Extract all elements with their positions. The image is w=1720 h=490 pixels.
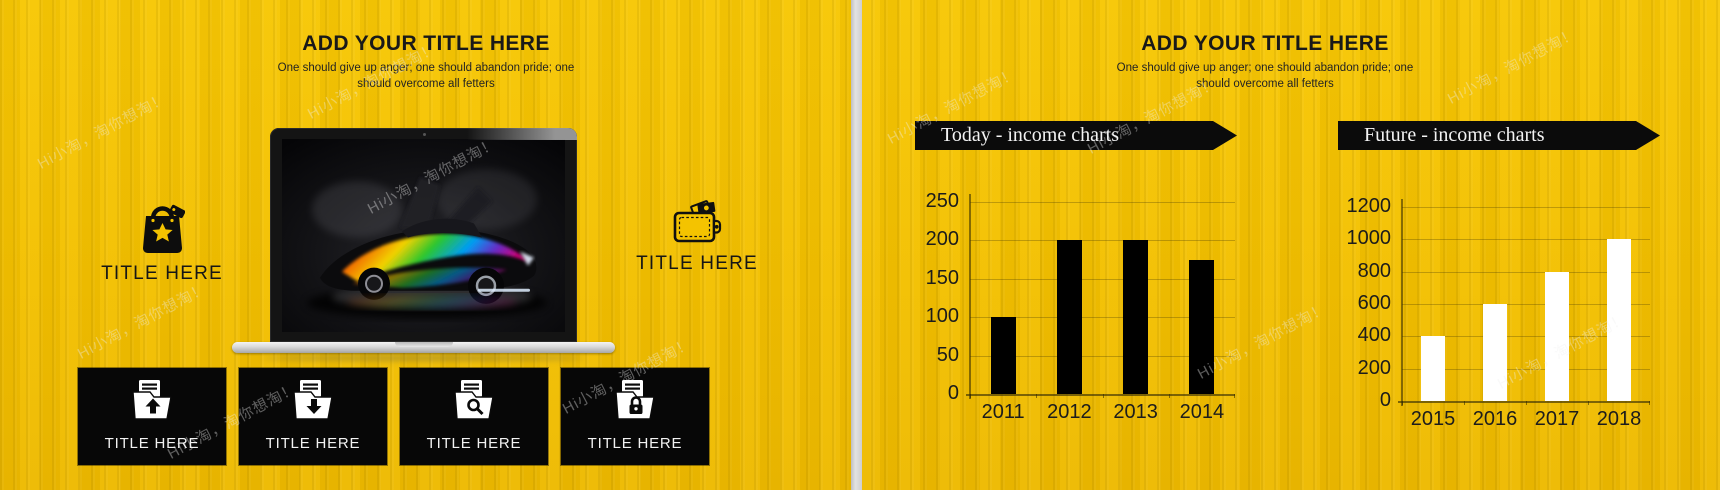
page-title: ADD YOUR TITLE HERE [302, 32, 550, 55]
bar-2012 [1056, 240, 1082, 394]
box-label: TITLE HERE [426, 435, 522, 452]
x-tick-label: 2013 [1113, 401, 1158, 423]
gridline [1402, 304, 1650, 305]
gridline [1402, 368, 1650, 370]
x-tick-label: 2011 [981, 401, 1025, 423]
subtitle-line-1: One should give up anger; one should aba… [277, 62, 575, 74]
gridline [1402, 207, 1650, 208]
axis-tick [1168, 394, 1170, 398]
folder-box-download: TITLE HERE [239, 368, 387, 465]
folder-box-search: TITLE HERE [400, 368, 548, 465]
laptop-shadow [262, 355, 585, 361]
gridline [1402, 271, 1650, 273]
bar-2016 [1483, 304, 1507, 401]
gridline [1402, 239, 1650, 241]
webcam-dot-icon [422, 133, 426, 136]
y-tick-label: 100 [925, 305, 959, 328]
bar-2018 [1607, 239, 1631, 401]
x-tick-label: 2015 [1410, 408, 1456, 430]
laptop-base [232, 342, 615, 353]
wallet-money-icon [672, 200, 722, 249]
axis-tick [1649, 401, 1650, 405]
y-tick-label: 50 [936, 343, 959, 366]
bar-2013 [1123, 240, 1149, 394]
bar-chart-future: 1200 1000 800 600 400 200 0 2015 2016 2017 2018 [1347, 195, 1650, 430]
y-tick-label: 250 [925, 190, 959, 212]
y-tick-label: 600 [1357, 292, 1391, 314]
box-label: TITLE HERE [265, 435, 361, 452]
x-axis-line [966, 394, 1235, 396]
laptop-image [232, 128, 615, 364]
bar-2011 [990, 317, 1016, 394]
subtitle-line-1: One should give up anger; one should aba… [1116, 62, 1414, 74]
gridline [970, 317, 1235, 319]
y-axis-line [969, 194, 971, 399]
y-axis-line [1401, 199, 1403, 406]
x-tick-label: 2018 [1596, 408, 1642, 430]
folder-lock-icon [613, 379, 657, 425]
feature-label: TITLE HERE [101, 263, 223, 284]
subtitle: One should give up anger; one should aba… [0, 61, 852, 92]
slide-divider [851, 0, 862, 490]
banner-future-income: Future - income charts [1338, 121, 1660, 150]
shopping-bag-star-icon [140, 198, 185, 259]
y-tick-label: 1200 [1346, 195, 1392, 217]
y-tick-label: 400 [1357, 324, 1391, 347]
y-tick-label: 0 [1379, 389, 1391, 411]
y-tick-label: 800 [1357, 259, 1391, 282]
box-label: TITLE HERE [587, 435, 683, 452]
bar-2017 [1545, 271, 1569, 401]
feature-wallet: TITLE HERE [612, 200, 782, 275]
axis-tick [1102, 394, 1104, 398]
axis-tick [1588, 401, 1589, 405]
axis-tick [1464, 401, 1465, 405]
folder-box-upload: TITLE HERE [78, 368, 226, 465]
laptop-notch [394, 342, 453, 347]
x-tick-label: 2014 [1179, 401, 1225, 423]
slide-right: ADD YOUR TITLE HERE One should give up a… [862, 0, 1720, 490]
axis-tick [1526, 401, 1527, 405]
subtitle-line-2: should overcome all fetters [1196, 77, 1334, 90]
feature-shopping: TITLE HERE [77, 198, 247, 285]
y-tick-label: 150 [925, 266, 959, 289]
bar-2014 [1189, 259, 1215, 394]
gridline [1402, 336, 1650, 338]
slide-left: ADD YOUR TITLE HERE One should give up a… [0, 0, 852, 490]
x-axis-line [1398, 401, 1650, 403]
folder-box-lock: TITLE HERE [561, 368, 709, 465]
gridline [970, 202, 1235, 203]
y-tick-label: 1000 [1346, 227, 1392, 250]
folder-search-icon [452, 379, 496, 425]
laptop-lid [270, 128, 577, 342]
page-title: ADD YOUR TITLE HERE [1141, 32, 1389, 55]
subtitle: One should give up anger; one should aba… [965, 61, 1565, 92]
banner-today-income: Today - income charts [915, 121, 1237, 150]
laptop-screen-car-photo [282, 139, 565, 332]
folder-download-icon [291, 379, 335, 425]
axis-tick [1234, 394, 1235, 398]
bar-chart-today: 250 200 150 100 50 0 2011 2012 2013 2014 [926, 190, 1235, 423]
axis-tick [1036, 394, 1038, 398]
x-tick-label: 2016 [1472, 408, 1518, 430]
bar-2015 [1421, 336, 1445, 401]
y-tick-label: 200 [925, 228, 959, 251]
box-label: TITLE HERE [104, 435, 200, 452]
feature-label: TITLE HERE [636, 253, 758, 274]
axis-tick [970, 394, 971, 398]
rainbow-car-image [282, 139, 565, 332]
y-tick-label: 200 [1357, 356, 1391, 379]
x-tick-label: 2017 [1534, 408, 1580, 430]
x-tick-label: 2012 [1047, 401, 1092, 423]
gridline [970, 240, 1235, 242]
gridline [970, 355, 1235, 357]
subtitle-line-2: should overcome all fetters [357, 77, 495, 90]
gridline [970, 278, 1235, 280]
folder-upload-icon [130, 379, 174, 425]
axis-tick [1402, 401, 1403, 405]
y-tick-label: 0 [947, 382, 959, 404]
